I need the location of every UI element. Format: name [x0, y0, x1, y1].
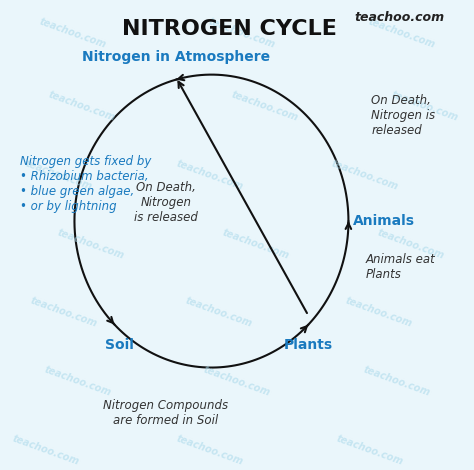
Text: teachoo.com: teachoo.com: [230, 90, 300, 124]
Text: teachoo.com: teachoo.com: [175, 433, 245, 467]
Text: teachoo.com: teachoo.com: [184, 296, 254, 329]
Text: teachoo.com: teachoo.com: [175, 158, 245, 192]
Text: teachoo.com: teachoo.com: [376, 227, 446, 261]
Text: teachoo.com: teachoo.com: [330, 158, 400, 192]
Text: teachoo.com: teachoo.com: [390, 90, 459, 124]
Text: teachoo.com: teachoo.com: [335, 433, 404, 467]
Text: teachoo.com: teachoo.com: [24, 158, 94, 192]
Text: Soil: Soil: [105, 338, 134, 352]
Text: teachoo.com: teachoo.com: [220, 227, 290, 261]
Text: Nitrogen Compounds
are formed in Soil: Nitrogen Compounds are formed in Soil: [103, 400, 228, 427]
Text: teachoo.com: teachoo.com: [43, 365, 112, 398]
Text: teachoo.com: teachoo.com: [47, 90, 117, 124]
Text: teachoo.com: teachoo.com: [362, 365, 432, 398]
Text: teachoo.com: teachoo.com: [344, 296, 413, 329]
Text: NITROGEN CYCLE: NITROGEN CYCLE: [122, 19, 337, 39]
Text: teachoo.com: teachoo.com: [207, 16, 276, 50]
Text: teachoo.com: teachoo.com: [29, 296, 99, 329]
Text: Nitrogen gets fixed by
• Rhizobium bacteria,
• blue green algae,
• or by lightni: Nitrogen gets fixed by • Rhizobium bacte…: [19, 156, 151, 213]
Text: Plants: Plants: [284, 338, 333, 352]
Text: teachoo.com: teachoo.com: [367, 16, 437, 50]
Text: On Death,
Nitrogen
is released: On Death, Nitrogen is released: [134, 181, 198, 224]
Text: teachoo.com: teachoo.com: [354, 10, 444, 24]
Text: Animals: Animals: [353, 214, 415, 228]
Text: On Death,
Nitrogen is
released: On Death, Nitrogen is released: [371, 94, 435, 137]
Text: Animals eat
Plants: Animals eat Plants: [365, 253, 435, 281]
Text: teachoo.com: teachoo.com: [38, 16, 108, 50]
Text: teachoo.com: teachoo.com: [202, 365, 272, 398]
Text: teachoo.com: teachoo.com: [56, 227, 126, 261]
Text: teachoo.com: teachoo.com: [10, 433, 80, 467]
Text: Nitrogen in Atmosphere: Nitrogen in Atmosphere: [82, 50, 270, 63]
